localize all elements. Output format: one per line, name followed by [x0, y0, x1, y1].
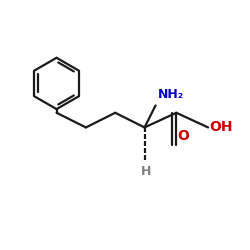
Text: H: H [140, 165, 151, 178]
Text: OH: OH [209, 120, 233, 134]
Text: NH₂: NH₂ [158, 88, 184, 101]
Text: O: O [178, 129, 190, 143]
